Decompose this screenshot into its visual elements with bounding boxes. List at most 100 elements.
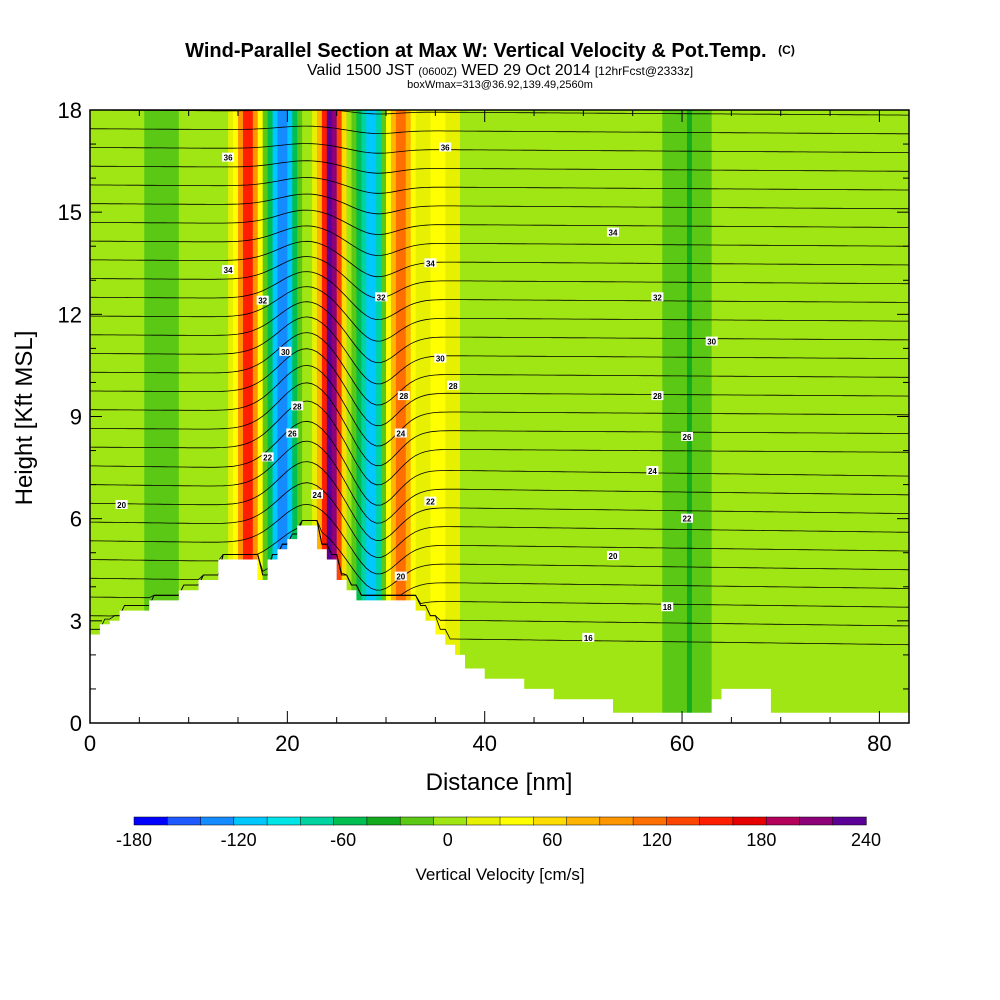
y-tick-label: 12 (58, 302, 82, 327)
velocity-cell (331, 110, 338, 723)
velocity-cell (879, 110, 885, 723)
velocity-cell (573, 110, 580, 723)
isentrope-line (90, 160, 909, 174)
velocity-cell (775, 110, 782, 723)
velocity-cell (233, 110, 239, 723)
velocity-cell (598, 110, 604, 723)
velocity-cell (657, 110, 663, 723)
velocity-cell (652, 110, 658, 723)
colorbar-swatch (233, 816, 268, 826)
velocity-cell (617, 110, 624, 723)
isentrope-label-text: 36 (224, 154, 233, 163)
velocity-cell (647, 110, 654, 723)
isentrope-label: 34 (607, 227, 619, 238)
isentrope-label: 22 (261, 452, 274, 462)
isentrope-label: 28 (291, 401, 304, 411)
isentrope-label-text: 30 (707, 338, 716, 347)
colorbar-label: Vertical Velocity [cm/s] (415, 865, 584, 884)
velocity-cell (119, 110, 126, 723)
chart-title-main: Wind-Parallel Section at Max W: Vertical… (185, 40, 766, 62)
isentrope-label-text: 32 (258, 297, 267, 306)
velocity-cell (371, 110, 377, 723)
isentrope-label: 24 (394, 428, 407, 439)
velocity-cell (627, 110, 634, 723)
isentrope-label: 36 (222, 152, 235, 163)
colorbar-swatch (333, 816, 368, 826)
velocity-cell (144, 110, 150, 723)
velocity-cell (642, 110, 649, 723)
colorbar-swatch (632, 816, 668, 826)
isentrope-label-text: 26 (683, 433, 692, 442)
velocity-cell (519, 110, 525, 723)
isentrope-label-text: 24 (313, 491, 322, 500)
velocity-cell (193, 110, 200, 723)
colorbar-swatch (499, 816, 534, 826)
velocity-cell (183, 110, 190, 723)
velocity-cell (376, 110, 382, 723)
velocity-cell (529, 110, 535, 723)
velocity-cell (346, 110, 353, 723)
colorbar-swatch (732, 816, 767, 826)
isentrope-label: 28 (397, 391, 410, 401)
colorbar-tick-label: 0 (443, 830, 453, 850)
colorbar-tick-label: 180 (746, 830, 776, 850)
velocity-cell (785, 110, 792, 723)
colorbar-tick-label: 60 (542, 830, 562, 850)
velocity-cell (395, 110, 402, 723)
velocity-cell (405, 110, 412, 723)
velocity-cell (277, 110, 284, 723)
velocity-cell (129, 110, 135, 723)
isentrope-line (90, 286, 909, 342)
velocity-cell (474, 110, 481, 723)
isentrope-line (90, 482, 909, 558)
isentrope-label-text: 20 (609, 552, 618, 561)
velocity-cell (889, 110, 895, 723)
velocity-cell (558, 110, 565, 723)
isentrope-line (90, 332, 909, 406)
isentrope-label-text: 18 (663, 603, 672, 612)
isentrope-label-text: 30 (436, 355, 445, 364)
velocity-cell (252, 110, 259, 723)
isentrope-line (90, 461, 909, 541)
isentrope-label-text: 32 (377, 293, 386, 302)
x-axis-label: Distance [nm] (426, 769, 573, 796)
velocity-cell (721, 110, 728, 723)
velocity-cell (667, 110, 673, 723)
velocity-cell (538, 110, 545, 723)
velocity-cell (830, 110, 836, 723)
velocity-cell (578, 110, 584, 723)
velocity-cell (208, 110, 214, 723)
velocity-cell (751, 110, 757, 723)
colorbar-swatch (533, 816, 568, 826)
velocity-cell (292, 110, 298, 723)
velocity-cell (464, 110, 471, 723)
isentrope-label-text: 16 (584, 634, 593, 643)
velocity-cell (622, 110, 629, 723)
velocity-cell (272, 110, 279, 723)
subtitle-utc: (0600Z) (418, 66, 457, 78)
colorbar-swatch (599, 816, 634, 826)
velocity-cell (104, 110, 111, 723)
x-axis: 0 20 40 60 80 (84, 110, 892, 756)
potential-temperature-contours (90, 110, 909, 646)
isentrope-label-text: 22 (683, 515, 692, 524)
velocity-cell (430, 110, 436, 723)
isentrope-label: 18 (661, 602, 674, 612)
isentrope-label-text: 24 (396, 430, 405, 439)
velocity-cell (677, 110, 683, 723)
velocity-cell (489, 110, 496, 723)
isentrope-line (90, 256, 909, 299)
velocity-cell (637, 110, 644, 723)
isentrope-label-text: 34 (426, 259, 435, 268)
velocity-cell (662, 110, 668, 723)
velocity-cell (445, 110, 451, 723)
velocity-cell (307, 110, 313, 723)
terrain (90, 525, 909, 723)
velocity-cell (149, 110, 155, 723)
isentrope-label: 32 (256, 295, 269, 306)
velocity-cell (760, 110, 767, 723)
velocity-cell (839, 110, 846, 723)
isentrope-line (90, 125, 909, 135)
velocity-cell (756, 110, 762, 723)
